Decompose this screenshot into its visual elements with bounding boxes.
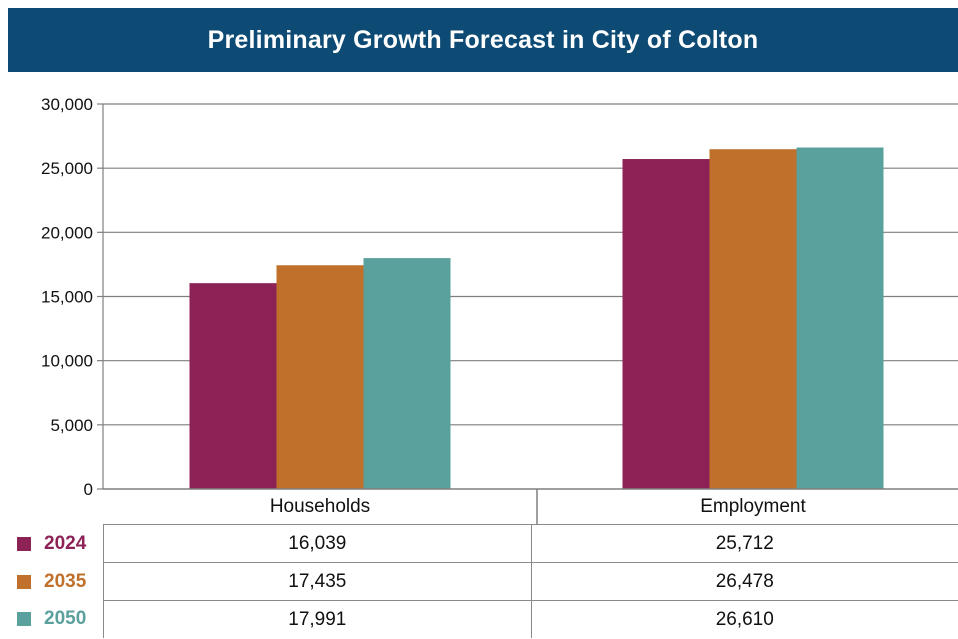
data-table: 2024 16,039 25,712 2035 17,435 26,478 2050 17,9… <box>0 524 958 638</box>
chart-title-bar: Preliminary Growth Forecast in City of C… <box>8 8 958 72</box>
legend-entry: 2024 <box>0 525 104 563</box>
bar-employment-2024 <box>622 159 710 489</box>
y-tick-label: 15,000 <box>41 288 93 307</box>
y-tick-label: 30,000 <box>41 95 93 114</box>
bar-employment-2035 <box>709 149 797 489</box>
x-category-label: Households <box>270 496 370 517</box>
data-label: 26,610 <box>530 600 958 638</box>
table-row: 2050 17,991 26,610 <box>0 600 958 639</box>
bar-households-2050 <box>363 258 451 489</box>
data-label: 26,478 <box>530 562 958 601</box>
data-label: 17,991 <box>103 600 532 638</box>
legend-swatch <box>17 574 31 589</box>
y-tick-label: 0 <box>84 480 93 499</box>
bar-employment-2050 <box>796 147 884 489</box>
bar-chart: 0 5,000 10,000 15,000 20,000 25,000 30,000 Hous… <box>41 95 958 524</box>
bar-households-2035 <box>276 265 364 489</box>
data-label: 17,435 <box>103 562 532 601</box>
table-row: 2035 17,435 26,478 <box>0 562 958 601</box>
legend-entry: 2035 <box>0 563 104 601</box>
legend-swatch <box>17 612 31 627</box>
y-tick-label: 5,000 <box>50 416 93 435</box>
y-tick-label: 10,000 <box>41 352 93 371</box>
chart-title: Preliminary Growth Forecast in City of C… <box>207 25 759 54</box>
data-label: 16,039 <box>103 524 532 563</box>
legend-label: 2035 <box>44 570 87 592</box>
data-label: 25,712 <box>530 524 958 563</box>
table-row: 2024 16,039 25,712 <box>0 524 958 563</box>
bar-households-2024 <box>189 283 277 489</box>
legend-label: 2050 <box>44 608 87 630</box>
y-tick-label: 20,000 <box>41 223 93 242</box>
y-tick-label: 25,000 <box>41 159 93 178</box>
x-category-label: Employment <box>700 496 806 517</box>
legend-swatch <box>17 536 31 551</box>
legend-entry: 2050 <box>0 601 104 639</box>
legend-label: 2024 <box>44 532 87 554</box>
